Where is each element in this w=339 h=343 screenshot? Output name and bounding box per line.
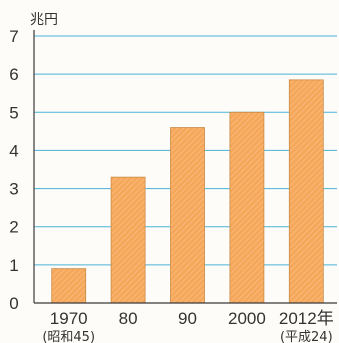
x-tick-label-80: 80 <box>119 309 138 328</box>
x-tick-label-90: 90 <box>178 309 197 328</box>
x-tick-label-1970: 1970 <box>50 309 88 328</box>
y-tick-label-3: 3 <box>9 180 18 199</box>
bars <box>51 79 324 304</box>
x-tick-label-2000: 2000 <box>228 309 266 328</box>
y-tick-label-2: 2 <box>9 218 18 237</box>
y-tick-label-5: 5 <box>9 103 18 122</box>
axes <box>33 30 337 304</box>
x-tick-sublabel-1970: (昭和45) <box>42 330 95 343</box>
x-tick-label-2012年: 2012年 <box>279 309 334 328</box>
bar-2012年 <box>288 79 324 304</box>
y-tick-label-1: 1 <box>9 256 18 275</box>
labels: 0 1 2 3 4 5 6 7 1970 (昭和45) 80 90 2000 2012年 (平成24) <box>9 27 333 343</box>
y-axis-unit-label: 兆円 <box>30 12 58 28</box>
y-tick-label-7: 7 <box>9 27 18 46</box>
bar-2000 <box>229 111 265 304</box>
y-tick-label-6: 6 <box>9 65 18 84</box>
y-tick-label-4: 4 <box>9 141 18 160</box>
bar-1970 <box>51 268 87 304</box>
y-tick-label-0: 0 <box>9 294 18 313</box>
x-tick-sublabel-2012年: (平成24) <box>280 330 333 343</box>
bar-80 <box>110 176 146 304</box>
bar-90 <box>170 127 205 304</box>
